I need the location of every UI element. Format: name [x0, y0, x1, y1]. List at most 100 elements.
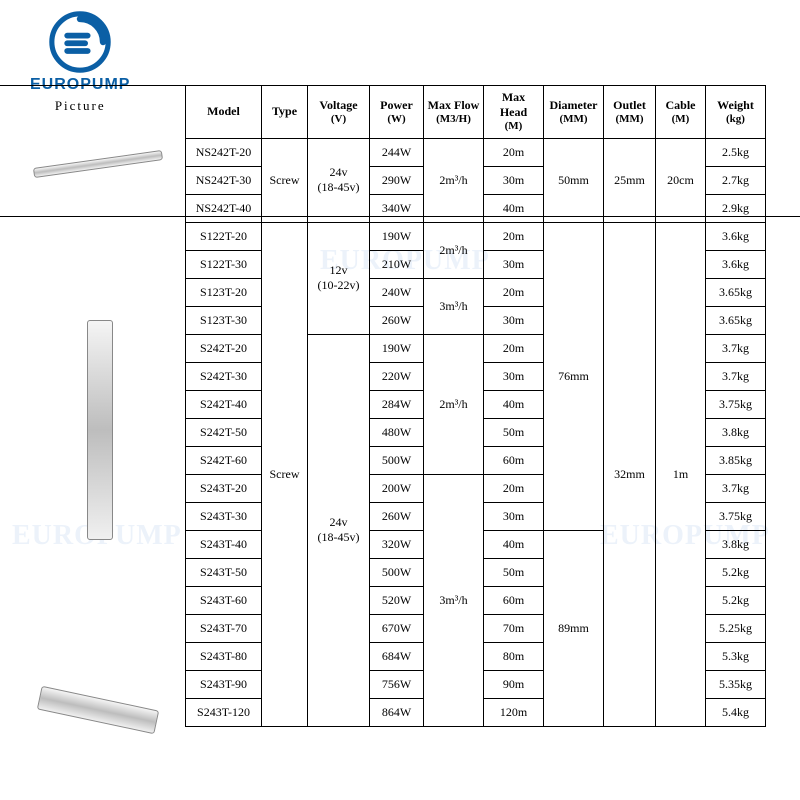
table-cell: 24v(18-45v)	[308, 334, 370, 726]
table-cell: 40m	[484, 530, 544, 558]
col-header-type: Type	[262, 86, 308, 139]
table-cell: 3.65kg	[706, 278, 766, 306]
table-cell: 20m	[484, 334, 544, 362]
table-cell: 3.75kg	[706, 502, 766, 530]
table-cell: 3.8kg	[706, 530, 766, 558]
col-header-voltage: Voltage(V)	[308, 86, 370, 139]
table-cell: 240W	[370, 278, 424, 306]
table-cell: 3.85kg	[706, 446, 766, 474]
table-cell: 2m³/h	[424, 222, 484, 278]
table-cell: S243T-70	[186, 614, 262, 642]
table-cell: 3m³/h	[424, 474, 484, 726]
table-cell: S243T-90	[186, 670, 262, 698]
table-row: NS242T-20Screw24v(18-45v)244W2m³/h20m50m…	[186, 138, 766, 166]
table-row: S122T-20Screw12v(10-22v)190W2m³/h20m76mm…	[186, 222, 766, 250]
product-image-1	[18, 148, 178, 180]
table-cell: S243T-40	[186, 530, 262, 558]
table-cell: 5.25kg	[706, 614, 766, 642]
table-cell: 50mm	[544, 138, 604, 222]
table-cell: S243T-80	[186, 642, 262, 670]
table-cell: 220W	[370, 362, 424, 390]
table-cell: 3.65kg	[706, 306, 766, 334]
table-cell: 30m	[484, 166, 544, 194]
table-cell: 684W	[370, 642, 424, 670]
logo-icon	[48, 10, 112, 74]
table-cell: 20m	[484, 222, 544, 250]
col-header-maxflow: Max Flow(M3/H)	[424, 86, 484, 139]
table-cell: 3.6kg	[706, 250, 766, 278]
table-cell: 340W	[370, 194, 424, 222]
table-cell: 520W	[370, 586, 424, 614]
table-cell: 30m	[484, 250, 544, 278]
table-cell: 3.6kg	[706, 222, 766, 250]
col-header-model: Model	[186, 86, 262, 139]
col-header-diameter: Diameter(MM)	[544, 86, 604, 139]
table-cell: 89mm	[544, 530, 604, 726]
table-cell: 320W	[370, 530, 424, 558]
table-cell: 50m	[484, 558, 544, 586]
table-cell: 20m	[484, 278, 544, 306]
table-cell: 5.3kg	[706, 642, 766, 670]
table-cell: 3m³/h	[424, 278, 484, 334]
table-cell: NS242T-30	[186, 166, 262, 194]
table-cell: 190W	[370, 334, 424, 362]
table-cell: S122T-20	[186, 222, 262, 250]
spec-table: Model Type Voltage(V) Power(W) Max Flow(…	[185, 85, 766, 727]
product-image-3	[18, 660, 178, 760]
table-cell: 756W	[370, 670, 424, 698]
table-cell: 290W	[370, 166, 424, 194]
table-cell: 25mm	[604, 138, 656, 222]
table-cell: 864W	[370, 698, 424, 726]
table-cell: 260W	[370, 306, 424, 334]
table-cell: S123T-20	[186, 278, 262, 306]
table-cell: S123T-30	[186, 306, 262, 334]
table-cell: 244W	[370, 138, 424, 166]
table-cell: 200W	[370, 474, 424, 502]
table-cell: 32mm	[604, 222, 656, 726]
table-cell: 30m	[484, 502, 544, 530]
table-cell: 30m	[484, 306, 544, 334]
table-cell: S243T-120	[186, 698, 262, 726]
table-cell: 500W	[370, 446, 424, 474]
table-cell: 260W	[370, 502, 424, 530]
table-cell: S242T-20	[186, 334, 262, 362]
table-cell: Screw	[262, 138, 308, 222]
table-cell: S122T-30	[186, 250, 262, 278]
table-cell: 76mm	[544, 222, 604, 530]
table-cell: 210W	[370, 250, 424, 278]
picture-cell-top	[0, 85, 185, 86]
table-cell: S242T-40	[186, 390, 262, 418]
table-cell: S243T-60	[186, 586, 262, 614]
table-cell: 20m	[484, 138, 544, 166]
table-cell: 3.7kg	[706, 474, 766, 502]
table-cell: 284W	[370, 390, 424, 418]
table-cell: 2m³/h	[424, 334, 484, 474]
table-cell: 2m³/h	[424, 138, 484, 222]
table-cell: 5.4kg	[706, 698, 766, 726]
table-cell: 30m	[484, 362, 544, 390]
table-cell: S243T-20	[186, 474, 262, 502]
table-cell: NS242T-20	[186, 138, 262, 166]
table-cell: 480W	[370, 418, 424, 446]
table-cell: 120m	[484, 698, 544, 726]
table-cell: 80m	[484, 642, 544, 670]
table-cell: S243T-50	[186, 558, 262, 586]
table-cell: 3.8kg	[706, 418, 766, 446]
col-header-cable: Cable(M)	[656, 86, 706, 139]
product-image-2	[40, 300, 160, 560]
table-cell: 20m	[484, 474, 544, 502]
col-header-weight: Weight(kg)	[706, 86, 766, 139]
table-cell: 3.7kg	[706, 362, 766, 390]
picture-column-label: Picture	[55, 98, 106, 114]
table-cell: 20cm	[656, 138, 706, 222]
table-cell: 3.7kg	[706, 334, 766, 362]
col-header-outlet: Outlet(MM)	[604, 86, 656, 139]
table-cell: 50m	[484, 418, 544, 446]
table-cell: 12v(10-22v)	[308, 222, 370, 334]
table-cell: 60m	[484, 446, 544, 474]
table-cell: S242T-50	[186, 418, 262, 446]
table-cell: 24v(18-45v)	[308, 138, 370, 222]
table-cell: 670W	[370, 614, 424, 642]
table-cell: 60m	[484, 586, 544, 614]
table-header-row: Model Type Voltage(V) Power(W) Max Flow(…	[186, 86, 766, 139]
